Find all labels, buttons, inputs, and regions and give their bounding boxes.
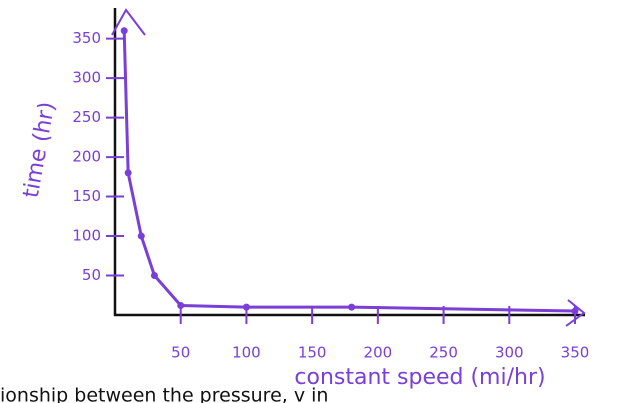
y-tick-label: 200: [72, 148, 101, 166]
axes: [114, 8, 585, 316]
x-tick-label: 250: [429, 344, 458, 362]
point: [138, 233, 145, 240]
page: {"chart_data": {"type": "line", "x_label…: [0, 0, 629, 403]
arrows: [112, 10, 584, 326]
point: [572, 308, 579, 315]
x-axis-label: constant speed (mi/hr): [294, 365, 545, 390]
x-tick-label: 100: [232, 344, 261, 362]
y-tick-label: 150: [72, 187, 101, 205]
caption: ionship between the pressure, v in: [0, 385, 328, 403]
y-tick-label: 250: [72, 108, 101, 126]
chart: time (hr) constant speed (mi/hr) ionship…: [0, 0, 629, 403]
x-tick-label: 300: [495, 344, 524, 362]
y-tick-label: 100: [72, 227, 101, 245]
line: [124, 31, 575, 311]
point: [243, 304, 250, 311]
y-arrow: [112, 10, 145, 35]
point: [348, 304, 355, 311]
x-tick-label: 50: [171, 344, 190, 362]
y-tick-label: 300: [72, 69, 101, 87]
x-tick-label: 200: [364, 344, 393, 362]
y-tick-label: 350: [72, 29, 101, 47]
point: [177, 302, 184, 309]
point: [121, 27, 128, 34]
x-tick-label: 350: [561, 344, 590, 362]
y-tick-label: 50: [82, 266, 101, 284]
point: [125, 169, 132, 176]
x-tick-label: 150: [298, 344, 327, 362]
y-axis-label: time (hr): [19, 100, 60, 200]
point: [151, 272, 158, 279]
